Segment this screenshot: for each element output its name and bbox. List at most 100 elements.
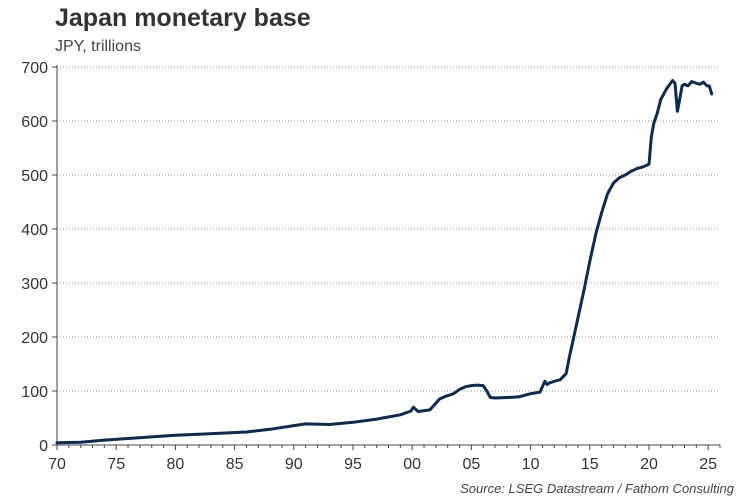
data-point (678, 98, 681, 101)
data-point (245, 431, 248, 433)
data-point (642, 166, 644, 168)
x-tick-label-75: 75 (107, 456, 125, 473)
data-point (699, 83, 701, 86)
data-point (458, 388, 461, 391)
data-point (600, 212, 603, 214)
data-point (681, 85, 683, 87)
data-point (476, 384, 479, 386)
y-tick-label-0: 0 (39, 438, 48, 455)
data-point (546, 383, 548, 386)
data-point (489, 396, 492, 399)
data-point (606, 193, 609, 195)
data-point (485, 390, 488, 392)
data-point (517, 396, 520, 398)
data-point (127, 437, 129, 440)
data-point (710, 93, 713, 95)
data-point (529, 392, 532, 395)
x-tick-label-10: 10 (522, 456, 540, 473)
data-point (470, 384, 473, 387)
data-point (671, 79, 674, 82)
x-tick-label-95: 95 (344, 456, 362, 473)
data-point (352, 421, 354, 424)
data-point (417, 410, 419, 413)
data-point (690, 80, 693, 83)
series-line-0 (55, 79, 714, 445)
x-tick-label-80: 80 (166, 456, 184, 473)
y-tick-label-400: 400 (21, 222, 48, 239)
x-tick-label-20: 20 (640, 456, 658, 473)
data-point (702, 81, 705, 83)
data-point (482, 384, 485, 387)
source-note: Source: LSEG Datastream / Fathom Consult… (460, 481, 734, 496)
data-point (438, 398, 441, 400)
data-point (412, 406, 415, 409)
x-tick-label-90: 90 (285, 456, 303, 473)
data-point (410, 410, 412, 412)
data-point (304, 423, 307, 425)
data-point (660, 98, 662, 101)
data-point (652, 122, 655, 125)
data-point (650, 136, 653, 138)
data-point (56, 442, 58, 444)
data-point (452, 392, 455, 395)
data-point (624, 174, 627, 176)
data-point (444, 395, 447, 398)
y-tick-label-300: 300 (21, 276, 48, 293)
data-point (174, 434, 177, 437)
x-tick-label-15: 15 (581, 456, 599, 473)
data-point (568, 355, 571, 357)
data-point (572, 338, 574, 341)
data-point (565, 372, 567, 375)
data-point (708, 85, 711, 87)
x-tick-label-00: 00 (403, 456, 421, 473)
data-point (103, 439, 106, 441)
chart-title: Japan monetary base (55, 4, 311, 32)
data-point (292, 424, 295, 427)
data-point (506, 396, 508, 399)
data-point (464, 385, 467, 388)
data-point (577, 317, 579, 319)
data-point (594, 233, 597, 236)
data-point (683, 83, 686, 86)
y-tick-label-200: 200 (21, 330, 48, 347)
data-point (656, 112, 659, 114)
data-point (399, 413, 402, 416)
data-point (676, 110, 679, 113)
data-point (559, 378, 561, 381)
data-point (687, 85, 689, 87)
y-tick-label-700: 700 (21, 60, 48, 77)
data-point (636, 167, 638, 170)
data-point (618, 176, 621, 179)
data-point (375, 418, 378, 420)
data-point (494, 397, 496, 399)
data-point (269, 428, 271, 431)
data-point (221, 432, 224, 434)
x-tick-label-85: 85 (226, 456, 244, 473)
y-tick-label-500: 500 (21, 168, 48, 185)
data-point (706, 85, 708, 87)
data-point (79, 441, 82, 444)
data-point (150, 436, 153, 438)
data-point (328, 423, 331, 426)
data-point (539, 391, 541, 393)
y-tick-label-100: 100 (21, 384, 48, 401)
x-tick-label-25: 25 (699, 456, 717, 473)
data-point (648, 163, 650, 165)
data-point (429, 409, 431, 411)
data-point (630, 170, 633, 173)
x-tick-label-05: 05 (462, 456, 480, 473)
data-point (665, 87, 668, 90)
data-point (674, 82, 676, 84)
x-tick-label-70: 70 (48, 456, 66, 473)
data-point (695, 82, 698, 84)
data-point (548, 382, 551, 384)
data-point (553, 380, 556, 383)
data-point (543, 380, 546, 383)
y-tick-label-600: 600 (21, 114, 48, 131)
data-point (198, 433, 200, 436)
chart-subtitle: JPY, trillions (55, 38, 141, 55)
data-point (583, 290, 585, 292)
data-point (612, 182, 615, 184)
data-point (588, 260, 591, 263)
